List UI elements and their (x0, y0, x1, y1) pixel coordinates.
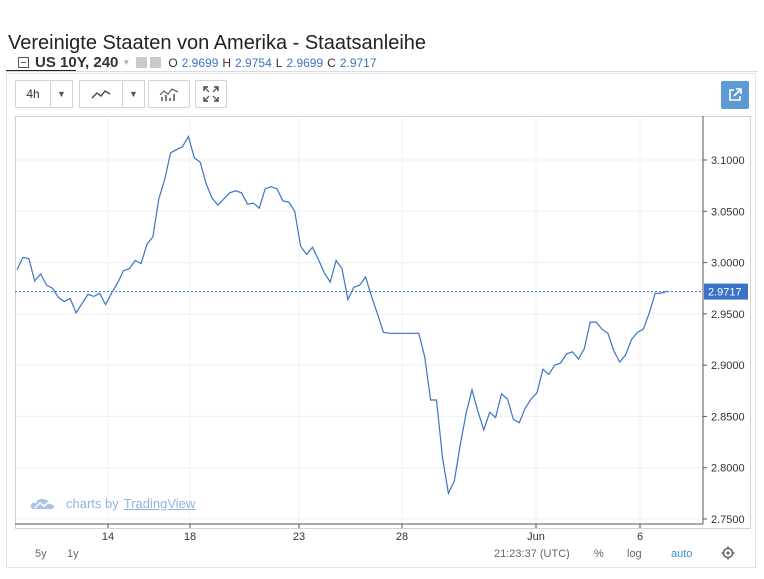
chart-style-dropdown[interactable]: ▼ (123, 80, 145, 108)
high-label: H (222, 55, 232, 70)
title-divider (6, 71, 758, 72)
eye-icon[interactable] (136, 57, 148, 68)
open-value: 2.9699 (181, 55, 219, 70)
collapse-legend-button[interactable] (18, 57, 29, 68)
gear-icon[interactable] (150, 57, 162, 68)
indicators-button[interactable] (148, 80, 190, 108)
symbol-label: US 10Y, 240 (35, 54, 119, 71)
watermark-brand[interactable]: TradingView (123, 495, 196, 511)
high-value: 2.9754 (235, 55, 272, 70)
y-tick-label: 2.9500 (711, 309, 745, 321)
x-tick-label: 23 (293, 531, 305, 543)
interval-label: 4h (26, 87, 40, 101)
price-line (16, 134, 668, 496)
chevron-down-icon[interactable]: ▼ (122, 58, 131, 67)
x-tick-label: 6 (637, 531, 643, 543)
tradingview-watermark[interactable]: charts by TradingView (30, 495, 195, 511)
cloud-logo-icon (30, 498, 54, 509)
range-1y-button[interactable]: 1y (67, 548, 79, 560)
page-title: Vereinigte Staaten von Amerika - Staatsa… (8, 32, 427, 54)
chevron-down-icon: ▼ (57, 89, 66, 99)
utc-time: 21:23:37 (UTC) (494, 548, 570, 560)
y-tick-label: 3.0000 (711, 258, 745, 270)
x-tick-label: Jun (527, 531, 545, 543)
last-price-tag (704, 283, 748, 300)
open-label: O (168, 55, 178, 70)
y-tick-label: 2.8000 (711, 463, 745, 475)
settings-gear-icon[interactable] (721, 546, 735, 563)
x-tick-label: 28 (396, 531, 408, 543)
last-price-label: 2.9717 (708, 287, 742, 299)
close-label: C (327, 55, 336, 70)
interval-dropdown[interactable]: ▼ (51, 80, 73, 108)
auto-toggle[interactable]: auto (671, 548, 693, 560)
low-value: 2.9699 (286, 55, 324, 70)
chart-style-button[interactable] (79, 80, 123, 108)
y-axis: 2.7500 2.8000 2.8500 2.9000 2.9500 3.0000 3.05… (702, 116, 745, 526)
fullscreen-icon (203, 86, 219, 102)
log-toggle[interactable]: log (627, 548, 642, 560)
interval-button[interactable]: 4h (15, 80, 51, 108)
grid-lines (15, 116, 703, 524)
range-5y-button[interactable]: 5y (35, 548, 47, 560)
line-chart-icon (91, 90, 111, 99)
external-link-icon (729, 88, 742, 101)
x-axis: 14 18 23 28 Jun 6 (15, 523, 703, 543)
y-tick-label: 2.7500 (711, 514, 745, 526)
y-tick-label: 2.9000 (711, 360, 745, 372)
x-tick-label: 18 (184, 531, 196, 543)
chart-frame (15, 116, 751, 529)
y-tick-label: 3.0500 (711, 206, 745, 218)
low-label: L (275, 55, 283, 70)
bottom-bar: 5y 1y 21:23:37 (UTC) % log auto (15, 544, 751, 566)
x-tick-label: 14 (102, 531, 114, 543)
popout-button[interactable] (721, 81, 749, 109)
watermark-prefix: charts by (66, 495, 119, 511)
indicators-icon (159, 88, 179, 101)
chevron-down-icon: ▼ (129, 89, 138, 99)
close-value: 2.9717 (339, 55, 377, 70)
chart-widget: 4h ▼ ▼ 5y 1y 21:23: (6, 73, 756, 568)
chart-legend: US 10Y, 240 ▼ O 2.9699 H 2.9754 L 2.9699… (18, 54, 377, 71)
y-tick-label: 3.1000 (711, 155, 745, 167)
fullscreen-button[interactable] (195, 80, 227, 108)
y-tick-label: 2.8500 (711, 411, 745, 423)
percent-toggle[interactable]: % (594, 548, 604, 560)
